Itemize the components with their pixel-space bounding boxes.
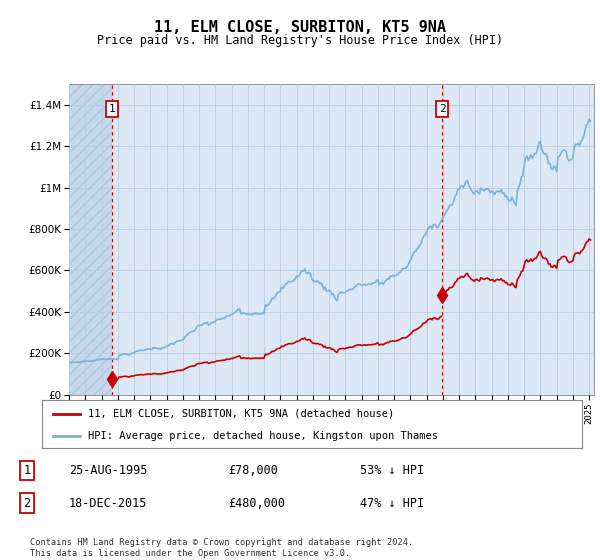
Text: Contains HM Land Registry data © Crown copyright and database right 2024.: Contains HM Land Registry data © Crown c… bbox=[30, 538, 413, 547]
Text: This data is licensed under the Open Government Licence v3.0.: This data is licensed under the Open Gov… bbox=[30, 549, 350, 558]
Bar bbox=[112, 84, 597, 395]
Bar bbox=[69, 84, 112, 395]
Text: 53% ↓ HPI: 53% ↓ HPI bbox=[360, 464, 424, 477]
Text: 2: 2 bbox=[439, 104, 446, 114]
Text: £480,000: £480,000 bbox=[228, 497, 285, 510]
Text: 47% ↓ HPI: 47% ↓ HPI bbox=[360, 497, 424, 510]
Text: HPI: Average price, detached house, Kingston upon Thames: HPI: Average price, detached house, King… bbox=[88, 431, 438, 441]
Text: 2: 2 bbox=[23, 497, 31, 510]
Text: 11, ELM CLOSE, SURBITON, KT5 9NA: 11, ELM CLOSE, SURBITON, KT5 9NA bbox=[154, 20, 446, 35]
Text: 1: 1 bbox=[23, 464, 31, 477]
Text: 11, ELM CLOSE, SURBITON, KT5 9NA (detached house): 11, ELM CLOSE, SURBITON, KT5 9NA (detach… bbox=[88, 409, 394, 419]
Text: 25-AUG-1995: 25-AUG-1995 bbox=[69, 464, 148, 477]
Text: 18-DEC-2015: 18-DEC-2015 bbox=[69, 497, 148, 510]
Text: £78,000: £78,000 bbox=[228, 464, 278, 477]
Text: 1: 1 bbox=[109, 104, 115, 114]
Text: Price paid vs. HM Land Registry's House Price Index (HPI): Price paid vs. HM Land Registry's House … bbox=[97, 34, 503, 46]
